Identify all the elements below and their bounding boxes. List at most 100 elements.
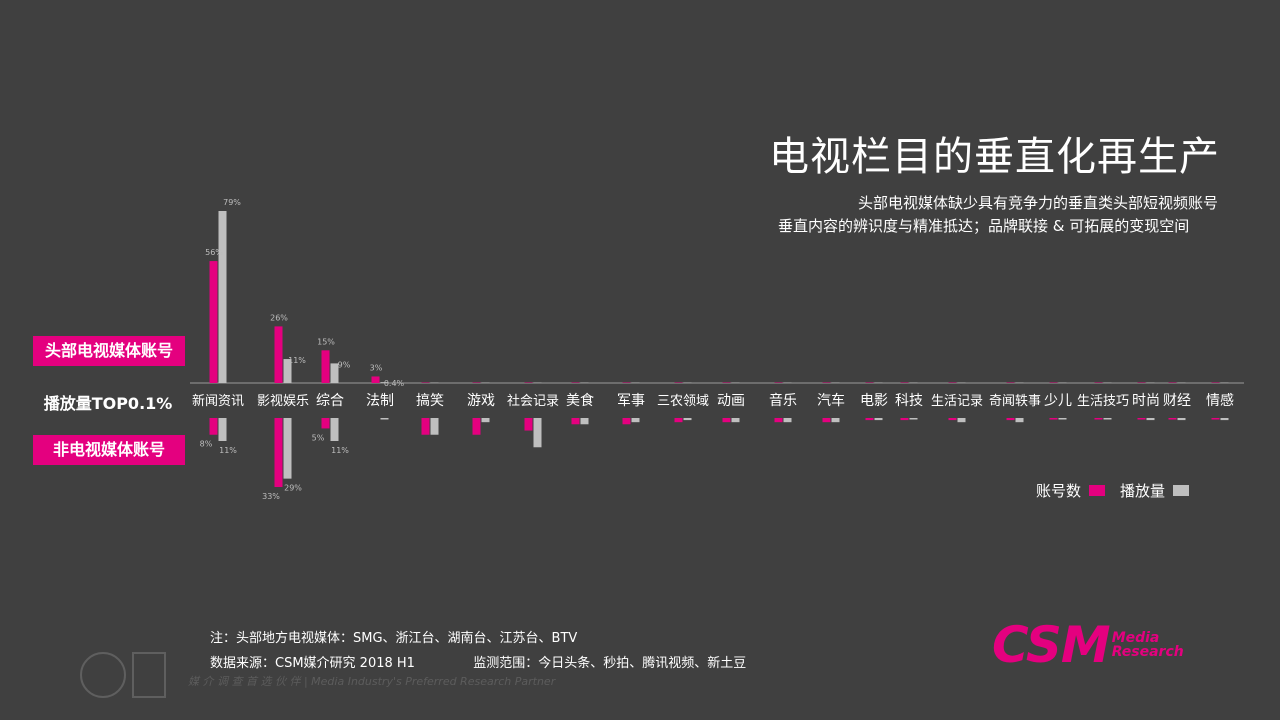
category-label: 电影 [860,393,888,409]
tag-top-tv-accounts: 头部电视媒体账号 [33,336,185,366]
csm-logo-sub-2: Research [1111,644,1184,660]
category-label: 生活技巧 [1077,394,1129,409]
category-label: 军事 [617,393,645,409]
category-label: 科技 [895,393,923,409]
category-label: 汽车 [817,392,845,409]
bar-bottom-accounts [1049,418,1058,420]
bar-bottom-plays [1103,418,1112,420]
subtitle-line-2: 垂直内容的辨识度与精准抵达；品牌联接 & 可拓展的变现空间 [778,217,1190,235]
subtitle-line-1: 头部电视媒体缺少具有竞争力的垂直类头部短视频账号 [857,194,1218,212]
category-label: 三农领域 [657,394,709,409]
bar-bottom-accounts [524,418,533,431]
category-label: 少儿 [1044,393,1072,409]
bar-top-plays [380,382,389,383]
data-label-top-accounts: 15% [317,337,335,346]
bar-bottom-plays [1058,418,1067,420]
data-label-bottom-accounts: 5% [312,433,325,442]
bar-bottom-plays [631,418,640,423]
footnotes: 注：头部地方电视媒体：SMG、浙江台、湖南台、江苏台、BTV 数据来源：CSM媒… [210,630,746,673]
bar-bottom-plays [283,418,292,479]
bar-top-accounts [274,326,283,383]
bar-bottom-plays [1146,418,1155,421]
legend-accounts: 账号数 [1036,480,1106,501]
category-label: 音乐 [769,392,797,409]
bar-bottom-accounts [209,418,218,435]
category-label: 新闻资讯 [192,393,244,409]
bar-bottom-plays [909,418,918,420]
category-label: 搞笑 [416,393,444,409]
data-label-bottom-plays: 11% [219,446,237,455]
bar-top-plays [330,363,339,383]
bar-bottom-accounts [822,418,831,423]
bar-bottom-accounts [900,418,909,421]
csm-logo: CSM Media Research [992,616,1184,674]
bar-bottom-accounts [1094,418,1103,420]
bar-bottom-plays [1015,418,1024,423]
bar-bottom-accounts [774,418,783,423]
page-title: 电视栏目的垂直化再生产 [769,134,1220,180]
csm-logo-sub: Media Research [1112,631,1184,659]
bar-bottom-plays [783,418,792,423]
bar-bottom-accounts [472,418,481,435]
data-label-top-plays: 0.4% [384,379,405,388]
data-label-top-plays: 11% [288,356,306,365]
bar-top-plays [218,211,227,383]
csm-logo-text: CSM [992,616,1111,674]
bar-bottom-accounts [865,418,874,421]
category-label: 奇闻轶事 [989,393,1041,409]
subtitle: 头部电视媒体缺少具有竞争力的垂直类头部短视频账号 垂直内容的辨识度与精准抵达；品… [778,192,1218,238]
bar-bottom-plays [481,418,490,423]
bar-bottom-accounts [948,418,957,421]
bar-bottom-plays [533,418,542,448]
category-label: 财经 [1163,393,1191,409]
bar-bottom-plays [330,418,339,441]
data-label-top-accounts: 3% [370,363,383,372]
bar-bottom-plays [1220,418,1229,421]
bar-bottom-plays [731,418,740,423]
bar-top-accounts [209,261,218,383]
footnote-note: 注：头部地方电视媒体：SMG、浙江台、湖南台、江苏台、BTV [210,631,578,646]
bar-bottom-accounts [1211,418,1220,420]
category-label: 情感 [1206,392,1234,409]
footnote-source: 数据来源：CSM媒介研究 2018 H1 [210,656,415,671]
bar-bottom-accounts [1137,418,1146,420]
category-label: 影视娱乐 [257,394,309,409]
legend-accounts-label: 账号数 [1036,482,1082,500]
bar-bottom-accounts [622,418,631,425]
category-label: 美食 [566,392,594,409]
category-label: 综合 [316,393,344,409]
bar-bottom-plays [874,418,883,421]
bar-bottom-accounts [722,418,731,423]
category-label: 生活记录 [931,394,983,409]
bar-bottom-accounts [571,418,580,425]
data-label-bottom-plays: 29% [284,484,302,493]
footnote-scope: 监测范围：今日头条、秒拍、腾讯视频、新土豆 [473,656,747,671]
data-label-bottom-accounts: 8% [200,440,213,449]
cert-logos [80,652,166,698]
bar-top-accounts [371,376,380,383]
bar-bottom-accounts [321,418,330,429]
bar-bottom-accounts [674,418,683,423]
tag-non-tv-accounts: 非电视媒体账号 [33,435,185,465]
legend-plays: 播放量 [1120,480,1190,501]
category-label: 社会记录 [507,393,559,409]
bar-bottom-accounts [1168,418,1177,420]
bar-bottom-plays [580,418,589,425]
bar-bottom-plays [683,418,692,421]
bar-bottom-accounts [1006,418,1015,421]
bar-bottom-plays [218,418,227,441]
data-label-bottom-plays: 11% [331,446,349,455]
bar-bottom-plays [957,418,966,423]
legend-plays-swatch [1173,485,1190,496]
category-label: 法制 [366,393,394,409]
csm-logo-sub-1: Media [1111,630,1160,646]
category-label: 时尚 [1132,393,1160,409]
bar-top-plays [283,359,292,383]
data-label-top-plays: 79% [223,198,241,207]
data-label-top-accounts: 26% [270,313,288,322]
bar-bottom-plays [1177,418,1186,421]
data-label-bottom-accounts: 33% [262,492,280,501]
watermark-text: 媒 介 调 查 首 选 伙 伴 | Media Industry's Prefe… [188,675,556,688]
data-label-top-accounts: 56% [205,248,223,257]
